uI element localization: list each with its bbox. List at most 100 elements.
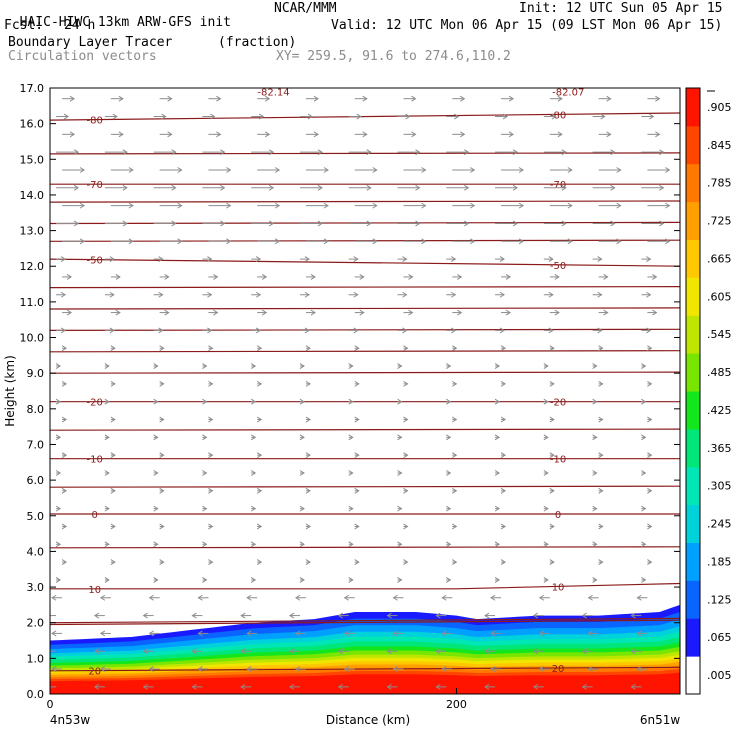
- vector-arrow-head: [63, 113, 70, 120]
- vector-arrow-head: [548, 256, 554, 263]
- vector-arrow-head: [500, 380, 507, 387]
- vector-arrow-head: [592, 363, 598, 369]
- vector-arrow-head: [454, 113, 460, 120]
- contour-label: -50: [550, 261, 566, 272]
- vector-arrow-head: [310, 274, 316, 280]
- vector-arrow-head: [353, 256, 359, 263]
- contour-label: 10: [88, 585, 101, 596]
- vector-arrow-head: [51, 594, 57, 601]
- vector-arrow-head: [561, 149, 567, 156]
- vector-arrow-head: [386, 683, 392, 690]
- temperature-contour: [50, 617, 680, 624]
- vector-arrow-head: [397, 398, 403, 405]
- colorbar-label: .845: [707, 139, 732, 152]
- vector-arrow-head: [549, 416, 555, 423]
- vector-arrow-head: [158, 256, 164, 263]
- vector-arrow-head: [115, 309, 121, 316]
- contour-label: -80: [550, 110, 566, 121]
- vector-arrow-head: [255, 256, 262, 263]
- vector-arrow-head: [61, 380, 68, 387]
- x-tick-label: 200: [446, 698, 467, 711]
- vector-arrow-head: [93, 683, 100, 690]
- vector-arrow-head: [60, 291, 67, 298]
- vector-arrow-head: [494, 577, 501, 583]
- vector-arrow-head: [142, 683, 148, 690]
- vector-arrow-head: [397, 505, 403, 512]
- vector-arrow-head: [452, 487, 458, 494]
- vector-arrow-head: [256, 452, 263, 459]
- y-tick-label: 11.0: [20, 296, 45, 309]
- colorbar-label: .665: [707, 252, 732, 265]
- vector-arrow-head: [652, 274, 658, 280]
- vector-arrow-head: [246, 630, 252, 637]
- vector-arrow-head: [606, 131, 612, 138]
- vector-arrow-head: [60, 256, 67, 263]
- vector-arrow-head: [421, 167, 427, 173]
- colorbar-swatch: [686, 163, 700, 203]
- vector-arrow-head: [210, 113, 216, 120]
- vector-arrow-head: [50, 648, 51, 654]
- vector-arrow-head: [51, 666, 57, 672]
- contour-label: 10: [552, 582, 565, 593]
- vector-arrow-head: [446, 398, 452, 405]
- vector-arrow-head: [50, 684, 51, 690]
- vector-arrow-head: [299, 541, 305, 548]
- y-tick-label: 12.0: [20, 260, 45, 273]
- vector-arrow-head: [256, 345, 263, 352]
- temperature-contour: [50, 258, 680, 267]
- vector-arrow-head: [451, 256, 457, 263]
- vector-arrow-head: [641, 398, 647, 405]
- temperature-contour: [50, 582, 680, 590]
- colorbar-swatch: [686, 315, 700, 354]
- vector-arrow-head: [348, 398, 354, 405]
- temperature-contour: [50, 666, 680, 672]
- vector-arrow-head: [646, 256, 652, 263]
- vector-arrow-head: [122, 149, 128, 156]
- vector-arrow-head: [603, 309, 609, 316]
- vector-arrow-head: [490, 630, 496, 637]
- vector-arrow-head: [104, 541, 110, 548]
- vector-arrow-head: [359, 309, 365, 316]
- vector-arrow-head: [69, 131, 76, 138]
- vector-arrow-head: [446, 541, 452, 548]
- y-tick-label: 4.0: [27, 545, 45, 558]
- vector-arrow-head: [392, 666, 398, 672]
- y-tick-label: 7.0: [27, 438, 45, 451]
- vector-arrow-head: [512, 184, 519, 191]
- circulation-vectors: [50, 95, 671, 690]
- vector-arrow-head: [142, 648, 148, 655]
- vector-arrow-head: [264, 95, 271, 102]
- vector-arrow-head: [305, 416, 311, 423]
- vector-arrow-head: [55, 577, 62, 583]
- vector-arrow-head: [55, 541, 62, 548]
- vector-arrow-head: [104, 434, 110, 441]
- temperature-contour: [50, 619, 680, 626]
- y-tick-label: 6.0: [27, 474, 45, 487]
- vector-arrow-head: [402, 291, 408, 298]
- vector-arrow-head: [567, 167, 573, 173]
- vector-arrow-head: [305, 345, 311, 352]
- colorbar-frame: [685, 87, 701, 695]
- vector-arrow-head: [647, 559, 653, 566]
- vector-arrow-head: [403, 416, 409, 423]
- vector-arrow-head: [142, 612, 148, 619]
- vector-arrow-head: [592, 470, 598, 476]
- vector-arrow-head: [518, 238, 525, 245]
- colorbar-label: .245: [707, 518, 732, 531]
- vector-arrow-head: [402, 256, 408, 263]
- vector-arrow-head: [592, 398, 598, 405]
- vector-arrow-head: [289, 648, 295, 655]
- vector-arrow-head: [543, 541, 549, 548]
- vector-arrow-head: [366, 184, 372, 191]
- temperature-contour: [50, 112, 680, 121]
- vector-arrow-head: [159, 487, 165, 494]
- vector-arrow-head: [246, 666, 252, 672]
- vector-arrow-head: [99, 666, 106, 672]
- vector-arrow-head: [499, 256, 506, 263]
- vector-arrow-head: [299, 363, 305, 369]
- vector-arrow-head: [581, 648, 587, 655]
- vector-arrow-head: [452, 452, 458, 459]
- y-tick-label: 13.0: [20, 225, 45, 238]
- vector-arrow-head: [348, 577, 354, 583]
- vector-arrow-head: [250, 398, 257, 405]
